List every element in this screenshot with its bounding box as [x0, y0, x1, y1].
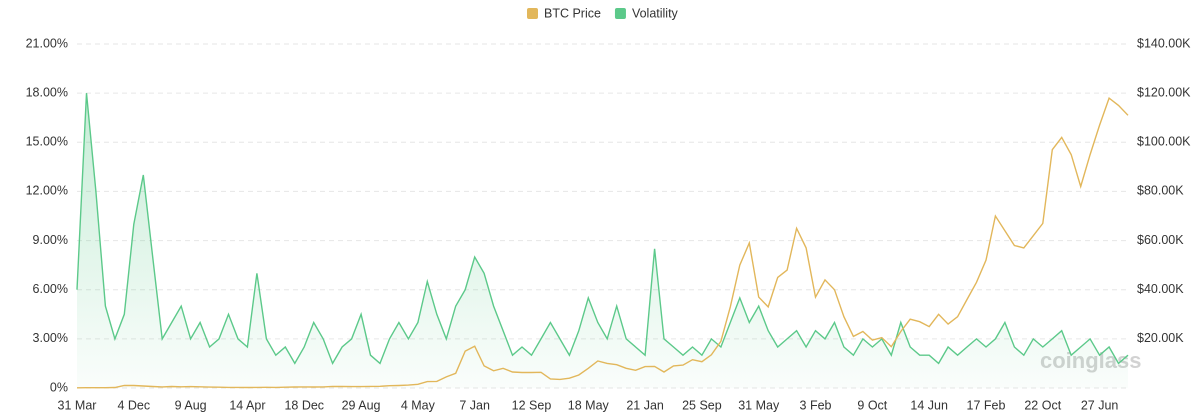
x-tick-label: 9 Aug [175, 398, 207, 412]
y-tick-label: 3.00% [33, 331, 68, 345]
y2-tick-label: $40.00K [1137, 282, 1184, 296]
x-tick-label: 29 Aug [342, 398, 381, 412]
x-tick-label: 31 Mar [58, 398, 97, 412]
y-tick-label: 21.00% [26, 36, 68, 50]
y2-tick-label: $120.00K [1137, 85, 1191, 99]
y2-tick-label: $60.00K [1137, 233, 1184, 247]
x-tick-label: 14 Jun [910, 398, 948, 412]
y2-tick-label: $140.00K [1137, 36, 1191, 50]
x-tick-label: 21 Jan [626, 398, 664, 412]
x-tick-label: 12 Sep [512, 398, 552, 412]
x-tick-label: 4 May [401, 398, 436, 412]
x-tick-label: 3 Feb [800, 398, 832, 412]
y-tick-label: 6.00% [33, 282, 68, 296]
legend-label: BTC Price [544, 6, 601, 20]
x-tick-label: 31 May [738, 398, 780, 412]
x-tick-label: 14 Apr [229, 398, 265, 412]
x-tick-label: 4 Dec [117, 398, 150, 412]
y2-tick-label: $100.00K [1137, 135, 1191, 149]
y-tick-label: 9.00% [33, 233, 68, 247]
x-tick-label: 7 Jan [459, 398, 490, 412]
y-tick-label: 12.00% [26, 184, 68, 198]
x-tick-label: 27 Jun [1081, 398, 1119, 412]
x-tick-label: 25 Sep [682, 398, 722, 412]
x-tick-label: 18 May [568, 398, 610, 412]
x-tick-label: 9 Oct [857, 398, 887, 412]
legend-swatch [614, 8, 626, 19]
x-tick-label: 17 Feb [967, 398, 1006, 412]
x-tick-label: 18 Dec [284, 398, 324, 412]
legend-swatch [527, 8, 538, 19]
series-line [76, 96, 1129, 389]
y-tick-label: 15.00% [26, 135, 68, 149]
y2-tick-label: $80.00K [1137, 184, 1184, 198]
y2-tick-label: $20.00K [1137, 331, 1184, 345]
y-tick-label: 18.00% [26, 85, 68, 99]
legend-label: Volatility [632, 6, 679, 20]
volatility-area [77, 93, 1128, 388]
series-line [76, 93, 1129, 366]
x-tick-label: 22 Oct [1024, 398, 1061, 412]
y-tick-label: 0% [50, 380, 68, 394]
